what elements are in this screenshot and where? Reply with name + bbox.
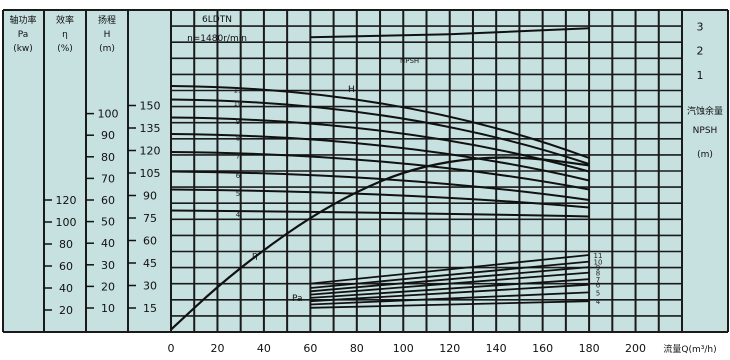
x-axis: 0 20 40 60 80 100 120 140 160 180 200 流量Q(m³/h) bbox=[168, 342, 717, 355]
right-axis-tick-label: 1 bbox=[697, 69, 704, 82]
power-stage-label: 10 bbox=[594, 259, 603, 267]
left-axis-symbol: η bbox=[62, 30, 68, 40]
power-stage-label: 4 bbox=[596, 298, 601, 306]
left-axis-tick-label: 60 bbox=[101, 194, 115, 207]
power-curve-stage-10 bbox=[310, 260, 590, 289]
right-axis: 1 2 3 汽蚀余量 NPSH (m) bbox=[687, 20, 723, 160]
x-tick-label: 40 bbox=[257, 342, 271, 355]
head-curve-label: H bbox=[348, 85, 355, 95]
left-axis-tick-label: 90 bbox=[101, 129, 115, 142]
head-stage-label: 5 bbox=[236, 190, 240, 198]
right-axis-unit: (m) bbox=[697, 150, 713, 160]
left-axis-tick-label: 40 bbox=[59, 282, 73, 295]
npsh-curve bbox=[310, 27, 590, 39]
x-tick-label: 80 bbox=[350, 342, 364, 355]
head-curve-stage-11 bbox=[170, 85, 590, 159]
right-axis-tick-label: 3 bbox=[697, 20, 704, 33]
left-axis-tick-label: 60 bbox=[143, 235, 157, 248]
left-axis-tick-label: 30 bbox=[101, 259, 115, 272]
left-axis-tick-label: 120 bbox=[140, 145, 161, 158]
head-curve-stage-7 bbox=[170, 151, 590, 191]
npsh-curve-label: NPSH bbox=[400, 57, 419, 65]
x-tick-label: 140 bbox=[486, 342, 507, 355]
left-axis-tick-label: 50 bbox=[101, 216, 115, 229]
left-axis-symbol: Pa bbox=[18, 30, 29, 40]
x-tick-label: 100 bbox=[393, 342, 414, 355]
x-tick-label: 120 bbox=[439, 342, 460, 355]
head-curve-stage-8 bbox=[170, 133, 590, 182]
head-curve-stage-5 bbox=[170, 188, 590, 209]
head-stage-label: 7 bbox=[236, 153, 240, 161]
efficiency-curve-label: η bbox=[252, 251, 258, 261]
power-curve-stage-5 bbox=[310, 291, 590, 306]
power-stage-label: 5 bbox=[596, 289, 600, 297]
chart-title: 6LDTN bbox=[202, 15, 232, 25]
right-axis-symbol: NPSH bbox=[693, 126, 718, 136]
left-axis-tick-label: 80 bbox=[101, 151, 115, 164]
head-stage-label: 10 bbox=[234, 100, 243, 108]
left-axis-tick-label: 60 bbox=[59, 260, 73, 273]
left-axis-tick-label: 100 bbox=[98, 108, 119, 121]
power-curve-stage-8 bbox=[310, 271, 590, 296]
head-curve-stage-10 bbox=[170, 98, 590, 165]
power-stage-label: 9 bbox=[596, 264, 600, 272]
power-curve-stage-7 bbox=[310, 278, 590, 299]
x-tick-label: 160 bbox=[532, 342, 553, 355]
head-curve-stage-4 bbox=[170, 209, 590, 218]
power-curve-stage-6 bbox=[310, 283, 590, 303]
left-axis-unit: (kw) bbox=[13, 44, 33, 54]
left-axis-tick-label: 20 bbox=[59, 304, 73, 317]
right-axis-title: 汽蚀余量 bbox=[687, 105, 723, 117]
head-stage-label: 4 bbox=[236, 211, 241, 219]
power-curve-stage-11 bbox=[310, 254, 590, 285]
power-stage-label: 8 bbox=[596, 270, 600, 278]
left-axis-tick-label: 75 bbox=[143, 212, 157, 225]
left-axis-tick-label: 80 bbox=[59, 238, 73, 251]
left-axis-tick-label: 40 bbox=[101, 237, 115, 250]
power-curve-label: Pa bbox=[292, 294, 303, 304]
efficiency-curve bbox=[170, 156, 590, 331]
x-tick-label: 0 bbox=[168, 342, 175, 355]
left-axes: 轴功率 Pa (kw) 20 40 60 80 100 120 效率 η (%) 10 20 30 40 50 6… bbox=[9, 14, 160, 317]
right-axis-panel bbox=[682, 10, 728, 332]
power-stage-label: 6 bbox=[596, 282, 601, 290]
head-stage-label: 9 bbox=[236, 118, 240, 126]
left-axis-tick-label: 15 bbox=[143, 302, 157, 315]
left-axis-tick-label: 90 bbox=[143, 190, 157, 203]
left-axis-symbol: H bbox=[104, 30, 111, 40]
head-stage-label: 8 bbox=[236, 135, 240, 143]
x-axis-label: 流量Q(m³/h) bbox=[663, 343, 716, 355]
left-axis-tick-label: 70 bbox=[101, 172, 115, 185]
left-axis-title: 扬程 bbox=[98, 14, 116, 26]
left-axis-tick-label: 120 bbox=[56, 194, 77, 207]
chart-subtitle: n=1480r/min bbox=[187, 34, 247, 44]
left-axis-tick-label: 30 bbox=[143, 280, 157, 293]
left-axis-unit: (%) bbox=[57, 44, 73, 54]
left-axis-tick-label: 45 bbox=[143, 257, 157, 270]
head-stage-label: 6 bbox=[236, 172, 241, 180]
right-axis-tick-label: 2 bbox=[697, 45, 704, 58]
left-axis-tick-label: 135 bbox=[140, 122, 161, 135]
left-axis-title: 轴功率 bbox=[9, 14, 36, 26]
left-axis-tick-label: 20 bbox=[101, 280, 115, 293]
head-curve-stage-6 bbox=[170, 170, 590, 201]
x-tick-label: 180 bbox=[579, 342, 600, 355]
head-stage-label: 11 bbox=[234, 87, 243, 95]
left-axis-tick-label: 150 bbox=[140, 100, 161, 113]
left-axis-title: 效率 bbox=[56, 14, 74, 26]
x-tick-label: 20 bbox=[210, 342, 224, 355]
power-curve-stage-9 bbox=[310, 266, 590, 293]
left-axis-tick-label: 100 bbox=[56, 216, 77, 229]
x-tick-label: 200 bbox=[625, 342, 646, 355]
left-axis-tick-label: 10 bbox=[101, 302, 115, 315]
power-stage-label: 7 bbox=[596, 276, 600, 284]
left-axis-tick-label: 105 bbox=[140, 167, 161, 180]
power-stage-label: 11 bbox=[594, 252, 603, 260]
x-tick-label: 60 bbox=[303, 342, 317, 355]
power-curve-stage-4 bbox=[310, 300, 590, 309]
left-axis-unit: (m) bbox=[99, 44, 115, 54]
